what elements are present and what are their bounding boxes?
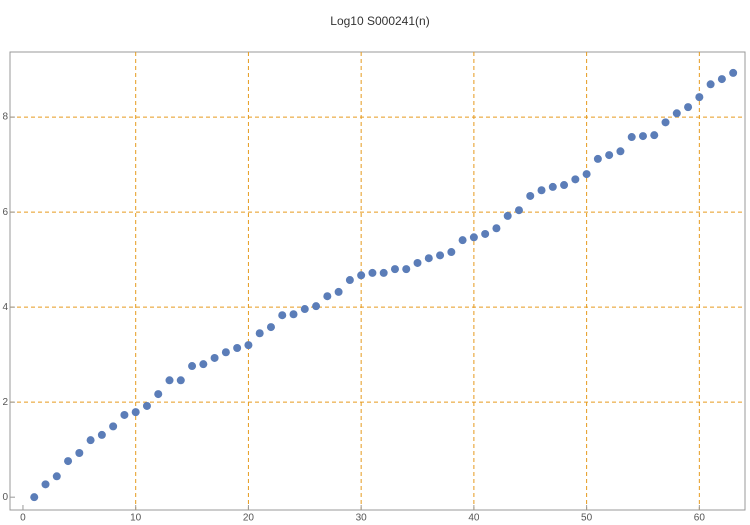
point	[526, 191, 535, 200]
y-tick-label: 6	[2, 207, 8, 218]
x-tick-label: 40	[468, 513, 480, 524]
point	[638, 132, 647, 141]
point	[661, 118, 670, 127]
point	[323, 292, 332, 301]
point	[481, 229, 490, 238]
x-tick-label: 50	[581, 513, 593, 524]
point	[650, 131, 659, 140]
point	[154, 390, 163, 399]
point	[593, 154, 602, 163]
point	[695, 93, 704, 102]
point	[109, 422, 118, 431]
point	[605, 151, 614, 160]
point	[368, 268, 377, 277]
plot-frame	[9, 51, 746, 511]
x-tick-label: 60	[694, 513, 706, 524]
point	[413, 258, 422, 267]
point	[458, 236, 467, 245]
point	[233, 343, 242, 352]
y-tick-label: 0	[2, 492, 8, 503]
point	[357, 271, 366, 280]
point	[75, 448, 84, 457]
point	[86, 436, 95, 445]
point	[616, 147, 625, 156]
point	[560, 181, 569, 190]
point	[424, 254, 433, 263]
point	[503, 211, 512, 220]
point	[627, 133, 636, 142]
point	[255, 329, 264, 338]
point	[300, 305, 309, 314]
x-tick-label: 30	[356, 513, 368, 524]
x-tick-label: 10	[130, 513, 142, 524]
point	[729, 68, 738, 77]
point	[52, 472, 61, 481]
point	[41, 480, 50, 489]
point	[165, 376, 174, 385]
point	[402, 265, 411, 274]
point	[312, 302, 321, 311]
chart-title: Log10 S000241(n)	[330, 14, 429, 28]
point	[571, 175, 580, 184]
point	[548, 182, 557, 191]
y-tick-label: 4	[2, 302, 8, 313]
y-tick-label: 2	[2, 397, 8, 408]
point	[582, 170, 591, 179]
point	[176, 376, 185, 385]
point	[537, 186, 546, 195]
point	[97, 430, 106, 439]
point	[244, 341, 253, 350]
point	[221, 348, 230, 357]
point	[717, 75, 726, 84]
point	[64, 457, 73, 466]
point	[436, 251, 445, 260]
point	[390, 265, 399, 274]
point	[199, 360, 208, 369]
point	[30, 493, 39, 502]
point	[131, 408, 140, 417]
point	[706, 80, 715, 89]
point	[514, 206, 523, 215]
point	[266, 323, 275, 332]
point	[672, 109, 681, 118]
point	[142, 401, 151, 410]
point	[379, 268, 388, 277]
point	[469, 233, 478, 242]
point	[334, 287, 343, 296]
point	[120, 410, 129, 419]
point	[684, 103, 693, 112]
y-tick-label: 8	[2, 112, 8, 123]
point	[447, 248, 456, 257]
point	[278, 311, 287, 320]
point	[492, 224, 501, 233]
point	[210, 353, 219, 362]
point	[289, 310, 298, 319]
x-tick-label: 0	[20, 513, 26, 524]
point	[188, 362, 197, 371]
point	[345, 276, 354, 285]
x-tick-label: 20	[243, 513, 255, 524]
